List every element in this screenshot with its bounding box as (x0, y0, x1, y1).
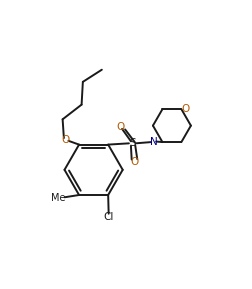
Text: O: O (116, 122, 124, 132)
Text: O: O (130, 157, 138, 166)
Text: O: O (61, 135, 69, 145)
Text: S: S (128, 138, 135, 148)
Text: Cl: Cl (103, 212, 113, 222)
Text: N: N (149, 137, 157, 147)
Text: O: O (180, 104, 188, 114)
Text: Me: Me (51, 193, 65, 203)
